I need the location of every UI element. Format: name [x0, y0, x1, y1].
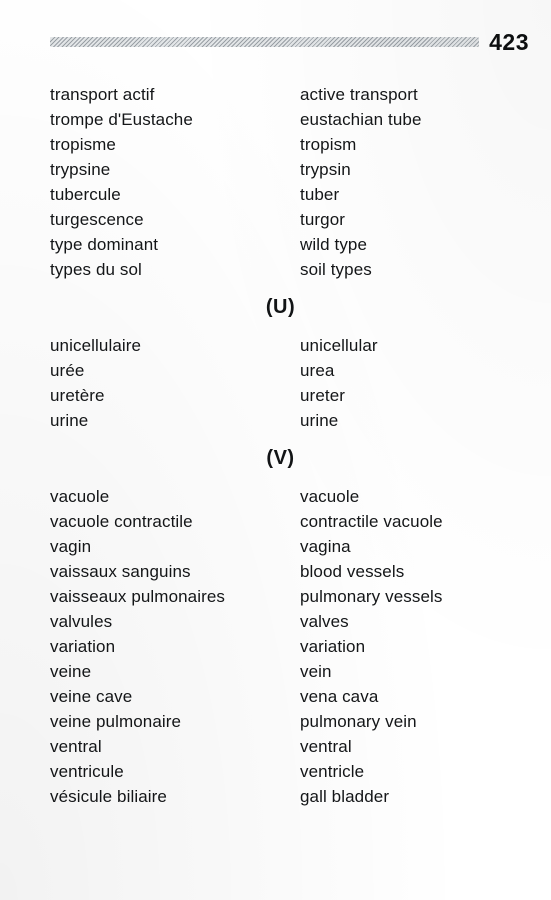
term-english: tuber [300, 182, 511, 207]
glossary-row: vaisseaux pulmonairespulmonary vessels [50, 584, 511, 609]
term-english: active transport [300, 82, 511, 107]
term-english: ventral [300, 734, 511, 759]
term-french: vésicule biliaire [50, 784, 300, 809]
section-heading: (U) [50, 296, 511, 319]
term-english: turgor [300, 207, 511, 232]
section-heading: (V) [50, 447, 511, 470]
glossary-row: veine pulmonairepulmonary vein [50, 709, 511, 734]
glossary-row: uréeurea [50, 358, 511, 383]
glossary-row: vacuolevacuole [50, 484, 511, 509]
term-english: wild type [300, 232, 511, 257]
glossary-row: turgescenceturgor [50, 207, 511, 232]
glossary-row: ventralventral [50, 734, 511, 759]
glossary-row: types du solsoil types [50, 257, 511, 282]
glossary-row: valvulesvalves [50, 609, 511, 634]
glossary-row: ventriculeventricle [50, 759, 511, 784]
term-english: urea [300, 358, 511, 383]
glossary-row: trompe d'Eustacheeustachian tube [50, 107, 511, 132]
glossary-row: trypsinetrypsin [50, 157, 511, 182]
glossary-row: urineurine [50, 408, 511, 433]
term-english: contractile vacuole [300, 509, 511, 534]
term-french: veine pulmonaire [50, 709, 300, 734]
term-french: vaisseaux pulmonaires [50, 584, 300, 609]
term-english: pulmonary vessels [300, 584, 511, 609]
term-english: variation [300, 634, 511, 659]
term-english: ventricle [300, 759, 511, 784]
glossary-section: transport actifactive transporttrompe d'… [50, 82, 511, 282]
header-divider [50, 37, 479, 47]
glossary-row: veinevein [50, 659, 511, 684]
term-french: transport actif [50, 82, 300, 107]
term-english: blood vessels [300, 559, 511, 584]
term-french: vacuole [50, 484, 300, 509]
glossary-row: type dominantwild type [50, 232, 511, 257]
term-french: ventral [50, 734, 300, 759]
term-english: vena cava [300, 684, 511, 709]
term-french: turgescence [50, 207, 300, 232]
term-english: eustachian tube [300, 107, 511, 132]
term-english: vacuole [300, 484, 511, 509]
term-french: trypsine [50, 157, 300, 182]
term-french: variation [50, 634, 300, 659]
content-area: transport actifactive transporttrompe d'… [50, 82, 511, 823]
term-french: ventricule [50, 759, 300, 784]
term-french: valvules [50, 609, 300, 634]
term-english: gall bladder [300, 784, 511, 809]
glossary-section: (V) vacuolevacuolevacuole contractilecont… [50, 447, 511, 809]
term-french: vacuole contractile [50, 509, 300, 534]
term-french: unicellulaire [50, 333, 300, 358]
term-english: unicellular [300, 333, 511, 358]
glossary-row: tuberculetuber [50, 182, 511, 207]
page-number: 423 [489, 29, 529, 56]
page: 423 transport actifactive transporttromp… [0, 0, 551, 900]
term-english: soil types [300, 257, 511, 282]
term-english: valves [300, 609, 511, 634]
glossary-row: veine cavevena cava [50, 684, 511, 709]
term-french: tubercule [50, 182, 300, 207]
glossary-row: tropismetropism [50, 132, 511, 157]
glossary-row: vacuole contractilecontractile vacuole [50, 509, 511, 534]
term-english: urine [300, 408, 511, 433]
term-english: trypsin [300, 157, 511, 182]
term-french: urée [50, 358, 300, 383]
term-english: tropism [300, 132, 511, 157]
glossary-row: vaginvagina [50, 534, 511, 559]
term-english: ureter [300, 383, 511, 408]
glossary-row: unicellulaireunicellular [50, 333, 511, 358]
page-header: 423 [50, 28, 529, 56]
term-french: type dominant [50, 232, 300, 257]
term-french: vaissaux sanguins [50, 559, 300, 584]
term-english: vein [300, 659, 511, 684]
term-french: types du sol [50, 257, 300, 282]
term-french: veine [50, 659, 300, 684]
glossary-row: variationvariation [50, 634, 511, 659]
term-french: veine cave [50, 684, 300, 709]
term-english: vagina [300, 534, 511, 559]
glossary-row: vésicule biliairegall bladder [50, 784, 511, 809]
term-english: pulmonary vein [300, 709, 511, 734]
term-french: uretère [50, 383, 300, 408]
term-french: vagin [50, 534, 300, 559]
glossary-row: uretèreureter [50, 383, 511, 408]
term-french: trompe d'Eustache [50, 107, 300, 132]
glossary-row: transport actifactive transport [50, 82, 511, 107]
term-french: urine [50, 408, 300, 433]
glossary-section: (U) unicellulaireunicellularuréeureauretè… [50, 296, 511, 433]
glossary-row: vaissaux sanguinsblood vessels [50, 559, 511, 584]
term-french: tropisme [50, 132, 300, 157]
